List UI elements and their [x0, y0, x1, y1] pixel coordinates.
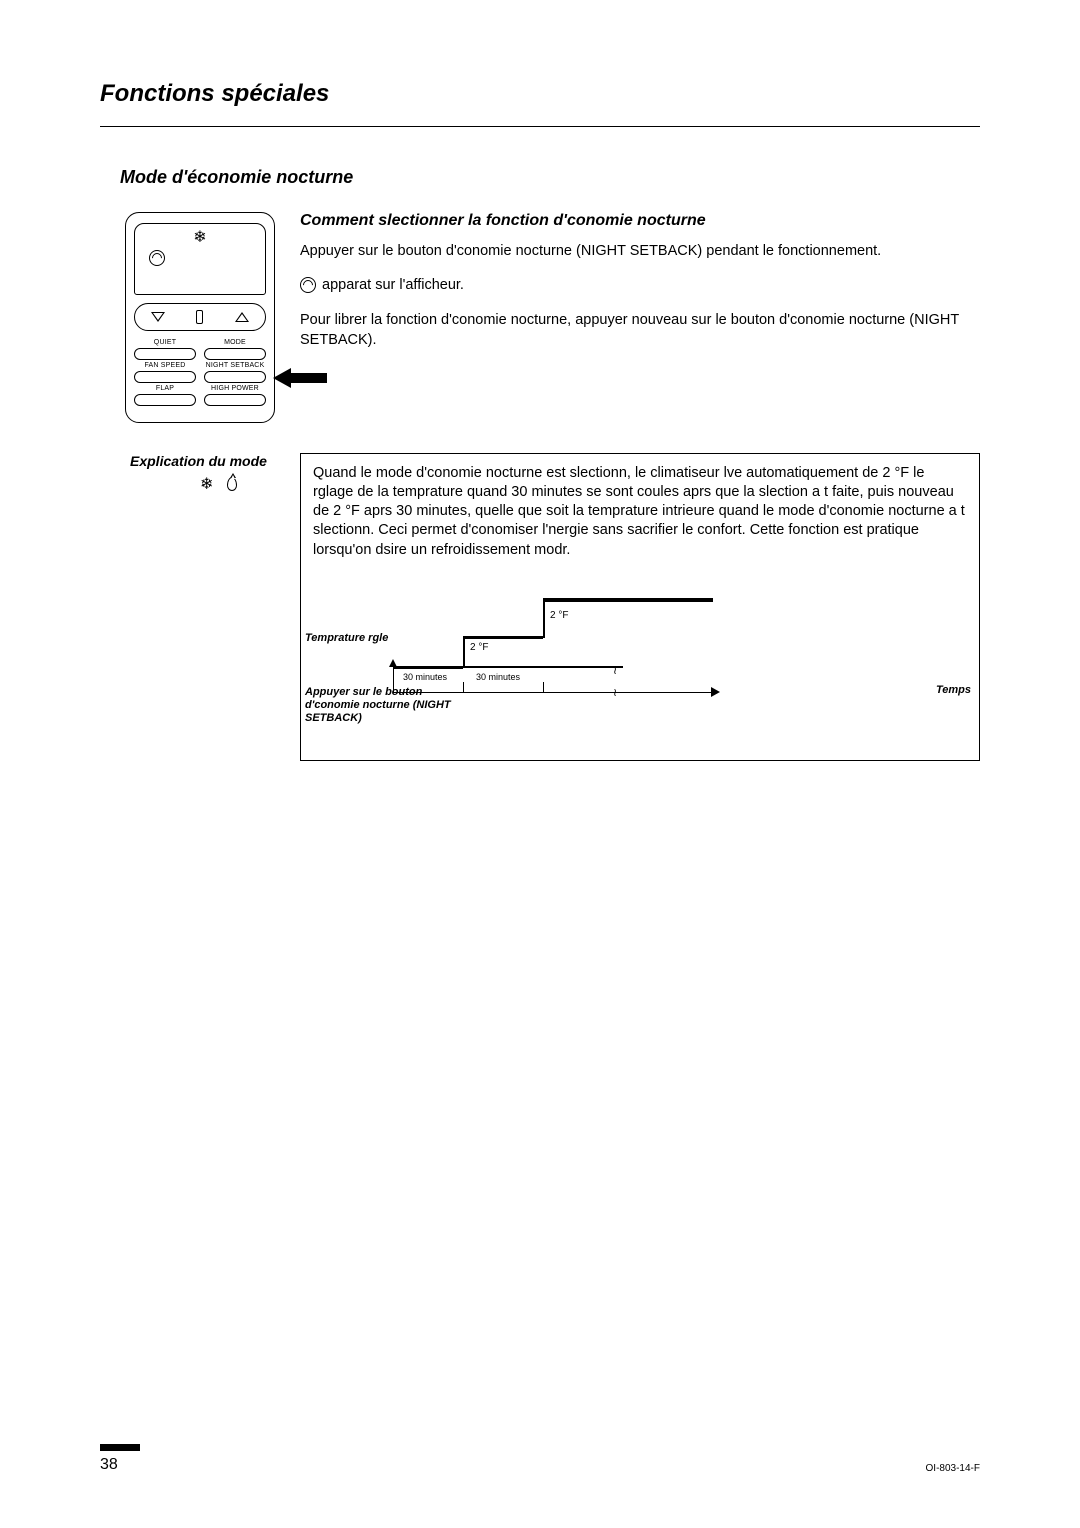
- highpower-button[interactable]: [204, 394, 266, 406]
- button-grid: QUIET MODE FAN SPEED NIGHT SETBACK FLAP …: [134, 339, 266, 406]
- explanation-text: Quand le mode d'conomie nocturne est sle…: [313, 464, 967, 560]
- doc-reference: OI-803-14-F: [926, 1463, 980, 1474]
- step1-label: 2 °F: [470, 642, 488, 653]
- fanspeed-label: FAN SPEED: [134, 362, 196, 369]
- explanation-box: Quand le mode d'conomie nocturne est sle…: [300, 453, 980, 761]
- quiet-button[interactable]: [134, 348, 196, 360]
- explanation-heading: Explication du mode: [130, 453, 300, 469]
- explanation-row: Explication du mode ❄ Quand le mode d'co…: [100, 453, 980, 761]
- remote-body: ❄ QUIET MODE FAN SPEED: [125, 212, 275, 423]
- nightsetback-label: NIGHT SETBACK: [204, 362, 266, 369]
- graph-temp-label: Temprature rgle: [305, 632, 388, 644]
- instruction-2: Pour librer la fonction d'conomie noctur…: [300, 311, 980, 350]
- indicator-text: apparat sur l'afficheur.: [322, 276, 464, 296]
- night-setback-indicator-icon: [149, 250, 165, 266]
- time-arrowhead: [711, 687, 720, 697]
- instructions-column: Comment slectionner la fonction d'conomi…: [300, 212, 980, 423]
- flap-button[interactable]: [134, 394, 196, 406]
- dry-mode-icon: [227, 477, 237, 491]
- chapter-title: Fonctions spéciales: [100, 80, 980, 108]
- press-button-label: Appuyer sur le bouton d'conomie nocturne…: [305, 686, 475, 726]
- mode-label: MODE: [204, 339, 266, 346]
- mode-icons: ❄: [200, 477, 300, 493]
- section-heading: Mode d'économie nocturne: [120, 167, 980, 188]
- mode-button[interactable]: [204, 348, 266, 360]
- setback-graph: Temprature rgle 2 °F 2 °F: [313, 574, 967, 744]
- remote-column: ❄ QUIET MODE FAN SPEED: [100, 212, 300, 423]
- temp-up-button[interactable]: [235, 312, 249, 322]
- fanspeed-button[interactable]: [134, 371, 196, 383]
- snowflake-icon: ❄: [193, 230, 206, 246]
- pointer-arrow: [275, 370, 327, 386]
- nightsetback-button[interactable]: [204, 371, 266, 383]
- break-mark-icon: ≀: [613, 664, 617, 677]
- flap-label: FLAP: [134, 385, 196, 392]
- t30a-label: 30 minutes: [403, 672, 447, 682]
- night-setback-icon: [300, 277, 316, 293]
- break-mark-icon: ≀: [613, 686, 617, 699]
- remote-display: ❄: [134, 223, 266, 295]
- how-to-heading: Comment slectionner la fonction d'conomi…: [300, 212, 980, 230]
- highpower-label: HIGH POWER: [204, 385, 266, 392]
- cool-mode-icon: ❄: [200, 477, 213, 493]
- remote-figure: ❄ QUIET MODE FAN SPEED: [125, 212, 275, 423]
- explanation-left: Explication du mode ❄: [100, 453, 300, 761]
- footer-bar: [100, 1444, 140, 1451]
- step2-label: 2 °F: [550, 610, 568, 621]
- temp-down-button[interactable]: [151, 312, 165, 322]
- t30b-label: 30 minutes: [476, 672, 520, 682]
- page-number: 38: [100, 1456, 118, 1473]
- quiet-label: QUIET: [134, 339, 196, 346]
- time-axis-label: Temps: [936, 684, 971, 696]
- indicator-line: apparat sur l'afficheur.: [300, 276, 980, 296]
- temp-rocker: [134, 303, 266, 331]
- page-footer: 38 OI-803-14-F: [100, 1456, 980, 1474]
- horizontal-rule: [100, 126, 980, 127]
- main-row: ❄ QUIET MODE FAN SPEED: [100, 212, 980, 423]
- rocker-divider: [196, 310, 203, 324]
- origin-up-arrow-icon: [389, 659, 397, 667]
- page: Fonctions spéciales Mode d'économie noct…: [0, 0, 1080, 1528]
- instruction-1: Appuyer sur le bouton d'conomie nocturne…: [300, 242, 980, 262]
